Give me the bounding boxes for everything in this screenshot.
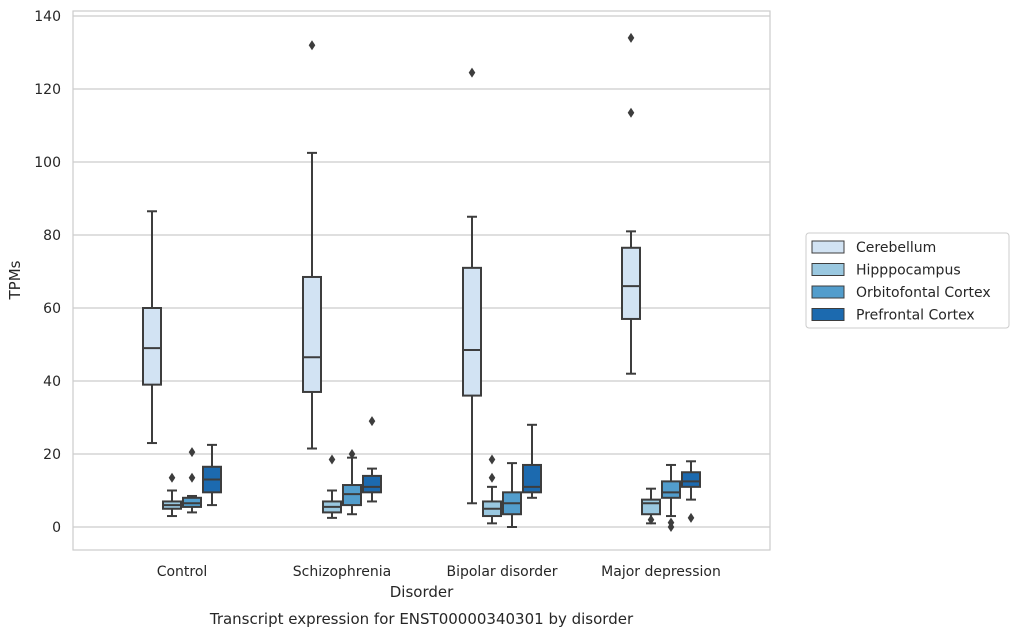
x-tick-label: Schizophrenia xyxy=(293,564,391,580)
box-1-3 xyxy=(641,487,661,525)
chart-caption: Transcript expression for ENST0000034030… xyxy=(209,610,634,628)
box-2-2 xyxy=(502,462,522,528)
y-tick-label: 100 xyxy=(34,155,61,171)
box-body xyxy=(362,474,382,494)
box-body xyxy=(681,471,701,488)
box-body xyxy=(522,463,542,494)
box-2-0 xyxy=(182,447,202,514)
box-0-1 xyxy=(302,40,322,450)
y-axis-label: TPMs xyxy=(6,260,24,300)
legend-label: Cerebellum xyxy=(856,240,936,256)
x-tick-label: Bipolar disorder xyxy=(446,564,557,580)
legend-label: Prefrontal Cortex xyxy=(856,308,975,324)
outlier-point xyxy=(627,107,635,118)
outlier-point xyxy=(328,454,336,465)
box-series xyxy=(142,32,701,532)
box-3-1 xyxy=(362,416,382,503)
outlier-point xyxy=(468,67,476,78)
legend-label: Hipppocampus xyxy=(856,263,961,279)
legend: Cerebellum Hipppocampus Orbitofontal Corte… xyxy=(805,232,1010,329)
outlier-point xyxy=(368,416,376,427)
grid-lines xyxy=(73,15,770,528)
box-0-3 xyxy=(621,32,641,375)
legend-swatch xyxy=(811,285,845,299)
y-tick-labels: 0 20 40 60 80 100 120 140 xyxy=(34,9,61,536)
box-1-0 xyxy=(162,472,182,518)
legend-swatch xyxy=(811,263,845,276)
outlier-point xyxy=(348,449,356,459)
box-body xyxy=(142,307,162,386)
box-1-1 xyxy=(322,454,342,519)
y-tick-label: 60 xyxy=(43,301,61,317)
box-body xyxy=(621,246,641,320)
box-body xyxy=(661,480,681,499)
y-tick-label: 140 xyxy=(34,9,61,25)
outlier-point xyxy=(168,472,176,483)
y-tick-label: 120 xyxy=(34,82,61,98)
x-tick-labels: Control Schizophrenia Bipolar disorder Majo… xyxy=(157,564,721,580)
outlier-point xyxy=(188,472,196,483)
outlier-point xyxy=(188,447,196,458)
outlier-point xyxy=(647,514,655,525)
y-tick-label: 0 xyxy=(52,520,61,536)
outlier-point xyxy=(687,512,695,523)
legend-frame xyxy=(805,232,1010,329)
y-tick-label: 20 xyxy=(43,447,61,463)
legend-item: Orbitofontal Cortex xyxy=(811,285,991,301)
outlier-point xyxy=(488,454,496,465)
outlier-point xyxy=(488,472,496,483)
y-tick-label: 80 xyxy=(43,228,61,244)
outlier-point xyxy=(667,517,675,528)
legend-item: Prefrontal Cortex xyxy=(811,308,975,324)
legend-item: Cerebellum xyxy=(811,240,936,256)
box-body xyxy=(641,498,661,516)
y-tick-label: 40 xyxy=(43,374,61,390)
legend-swatch xyxy=(811,308,845,321)
box-0-0 xyxy=(142,210,162,445)
outlier-point xyxy=(308,40,316,51)
box-3-2 xyxy=(522,423,542,499)
legend-swatch xyxy=(811,240,845,254)
x-axis-label: Disorder xyxy=(390,583,454,601)
x-tick-label: Control xyxy=(157,564,208,580)
box-3-0 xyxy=(202,443,222,507)
box-1-2 xyxy=(482,454,502,525)
box-2-1 xyxy=(342,449,362,516)
box-2-3 xyxy=(661,463,681,532)
box-body xyxy=(302,275,322,393)
plot-area xyxy=(73,11,770,550)
legend-label: Orbitofontal Cortex xyxy=(856,285,991,301)
plot-frame xyxy=(72,10,771,551)
box-0-2 xyxy=(462,67,482,505)
box-body xyxy=(462,266,482,397)
x-tick-label: Major depression xyxy=(601,564,721,580)
box-3-3 xyxy=(681,460,701,523)
outlier-point xyxy=(627,32,635,43)
legend-item: Hipppocampus xyxy=(811,263,961,279)
